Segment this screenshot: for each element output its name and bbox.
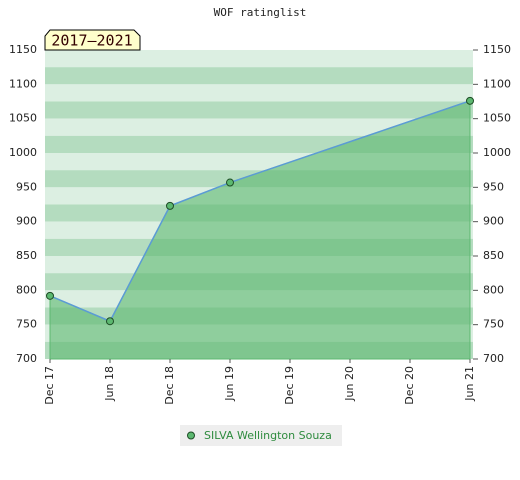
x-tick-label: Dec 17 [43, 366, 56, 405]
background-stripe [45, 84, 473, 102]
data-point [106, 317, 114, 326]
y2-tick-label: 700 [483, 352, 504, 365]
y2-tick-label: 1150 [483, 43, 511, 56]
y2-tick-label: 750 [483, 318, 504, 331]
y-tick-label: 750 [16, 318, 37, 331]
data-point [46, 291, 54, 300]
legend-label: SILVA Wellington Souza [204, 429, 332, 442]
y-tick-label: 700 [16, 352, 37, 365]
background-stripe [45, 67, 473, 85]
badge: 2017–2021 [51, 32, 132, 50]
background-stripe [45, 50, 473, 68]
x-tick-label: Jun 21 [463, 366, 476, 402]
legend-marker [187, 431, 195, 440]
y2-tick-label: 800 [483, 283, 504, 296]
y-tick-label: 800 [16, 283, 37, 296]
x-tick-label: Dec 18 [163, 366, 176, 405]
y-tick-label: 1150 [9, 43, 37, 56]
x-tick-label: Jun 18 [103, 366, 116, 402]
y2-tick-label: 900 [483, 215, 504, 228]
y-tick-label: 850 [16, 249, 37, 262]
y-tick-label: 1100 [9, 77, 37, 90]
y-tick-label: 1000 [9, 146, 37, 159]
y2-tick-label: 1000 [483, 146, 511, 159]
x-tick-label: Dec 19 [283, 366, 296, 405]
background-stripe [45, 118, 473, 136]
chart-title: WOF ratinglist [214, 6, 307, 19]
x-tick-label: Jun 19 [223, 366, 236, 402]
y2-tick-label: 850 [483, 249, 504, 262]
y-tick-label: 900 [16, 215, 37, 228]
y-tick-label: 1050 [9, 112, 37, 125]
legend-box [180, 425, 342, 446]
y2-tick-label: 1100 [483, 77, 511, 90]
data-point [226, 178, 234, 187]
x-tick-label: Dec 20 [403, 366, 416, 405]
data-point [166, 201, 174, 210]
y2-tick-label: 950 [483, 180, 504, 193]
badge-box [44, 29, 141, 51]
background-stripe [45, 101, 473, 119]
y2-tick-label: 1050 [483, 112, 511, 125]
x-tick-label: Jun 20 [343, 366, 356, 402]
data-point [466, 96, 474, 105]
y-tick-label: 950 [16, 180, 37, 193]
plot-area [45, 50, 474, 360]
